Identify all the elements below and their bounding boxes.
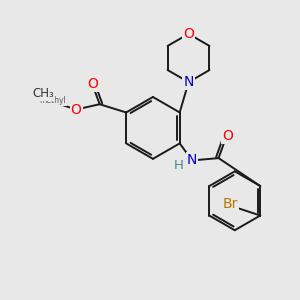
- Text: N: N: [183, 75, 194, 89]
- Text: H: H: [174, 159, 184, 172]
- Text: O: O: [222, 129, 233, 143]
- Text: N: N: [187, 154, 197, 167]
- Text: O: O: [71, 103, 82, 116]
- Text: methyl: methyl: [39, 96, 66, 105]
- Text: O: O: [87, 77, 98, 91]
- Text: CH₃: CH₃: [33, 87, 55, 100]
- Text: Br: Br: [222, 197, 238, 211]
- Text: O: O: [183, 27, 194, 41]
